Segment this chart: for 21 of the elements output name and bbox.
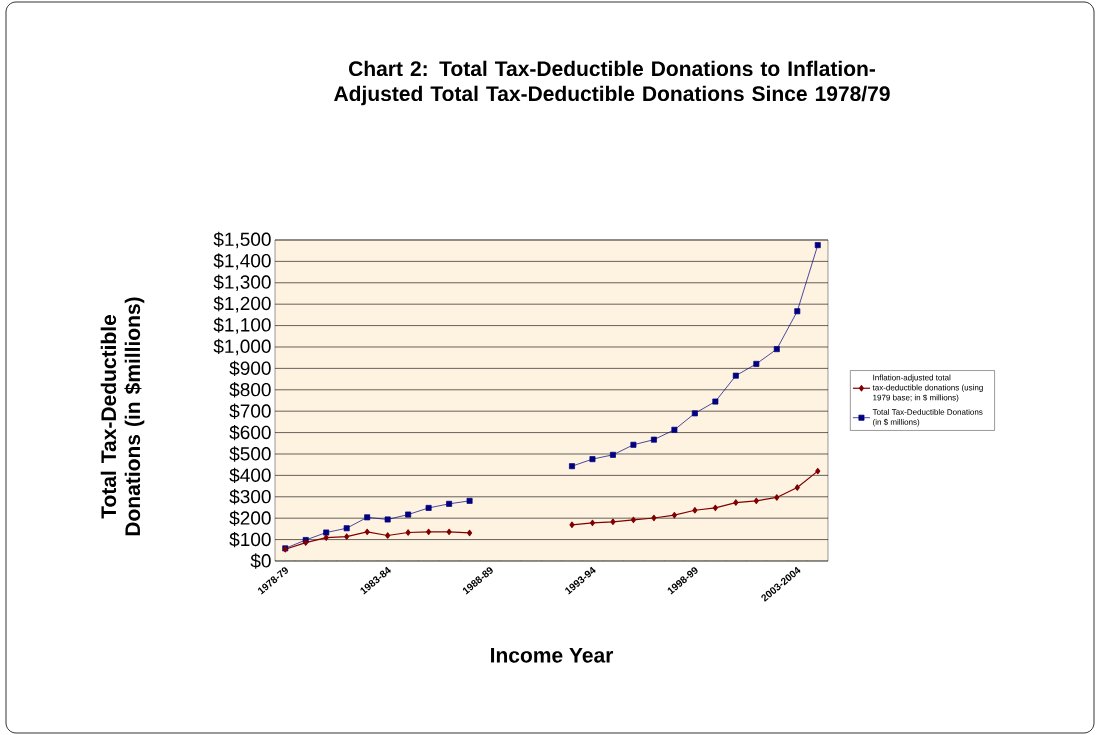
y-tick-label: $1,500: [213, 231, 271, 249]
y-tick-label: $1,300: [213, 274, 271, 292]
legend-label: Total Tax-Deductible Donations (in $ millions): [872, 408, 983, 427]
y-tick-label: $500: [229, 446, 271, 462]
legend-label: Inflation-adjusted total tax-deductible donations (using 1979 base; in $ millions): [872, 374, 983, 402]
y-tick-label: $1,000: [213, 338, 271, 356]
y-axis-title: Total Tax-Deductible Donations (in $millions): [100, 297, 145, 536]
chart-title: Chart 2: Total Tax-Deductible Donations to Inflation-Adjusted Total Tax-Deductible Donations Since 1978/79: [334, 60, 890, 106]
y-tick-label: $400: [229, 467, 271, 484]
y-tick-label: $300: [229, 489, 271, 505]
x-axis-title: Income Year: [491, 647, 614, 663]
y-tick-label: $100: [229, 531, 271, 548]
y-tick-label: $1,400: [213, 253, 271, 270]
y-tick-label: $900: [229, 360, 271, 377]
y-tick-label: $0: [250, 553, 271, 569]
y-tick-label: $700: [229, 403, 271, 419]
y-tick-label: $800: [229, 382, 271, 398]
y-tick-label: $200: [229, 510, 271, 526]
y-tick-label: $1,200: [213, 295, 271, 313]
y-tick-label: $600: [229, 424, 271, 441]
y-tick-label: $1,100: [213, 317, 271, 334]
